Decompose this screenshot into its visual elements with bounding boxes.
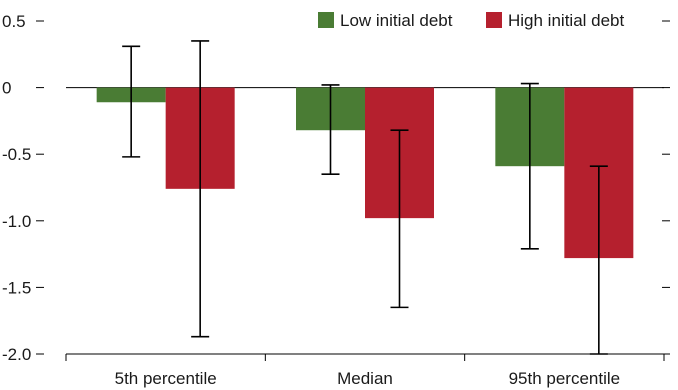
legend-swatch	[318, 12, 334, 28]
y-tick-label: -2.0	[2, 345, 31, 364]
y-tick-label: -0.5	[2, 145, 31, 164]
y-tick-label: -1.5	[2, 278, 31, 297]
bars	[96, 87, 634, 259]
y-tick-label: 0	[2, 79, 11, 98]
x-tick-label: 5th percentile	[115, 369, 217, 388]
left-axis-ticks	[36, 20, 44, 355]
x-axis	[65, 353, 665, 361]
y-tick-labels: 0.5 0 -0.5 -1.0 -1.5 -2.0	[2, 12, 31, 364]
y-tick-label: -1.0	[2, 212, 31, 231]
legend-label: Low initial debt	[340, 11, 453, 30]
legend-swatch	[486, 12, 502, 28]
category-labels: 5th percentile Median 95th percentile	[115, 369, 620, 388]
right-axis-ticks	[662, 20, 670, 355]
x-tick-label: 95th percentile	[509, 369, 621, 388]
x-tick-label: Median	[337, 369, 393, 388]
y-tick-label: 0.5	[2, 12, 26, 31]
legend-label: High initial debt	[508, 11, 625, 30]
legend[interactable]: Low initial debt High initial debt	[318, 11, 625, 30]
